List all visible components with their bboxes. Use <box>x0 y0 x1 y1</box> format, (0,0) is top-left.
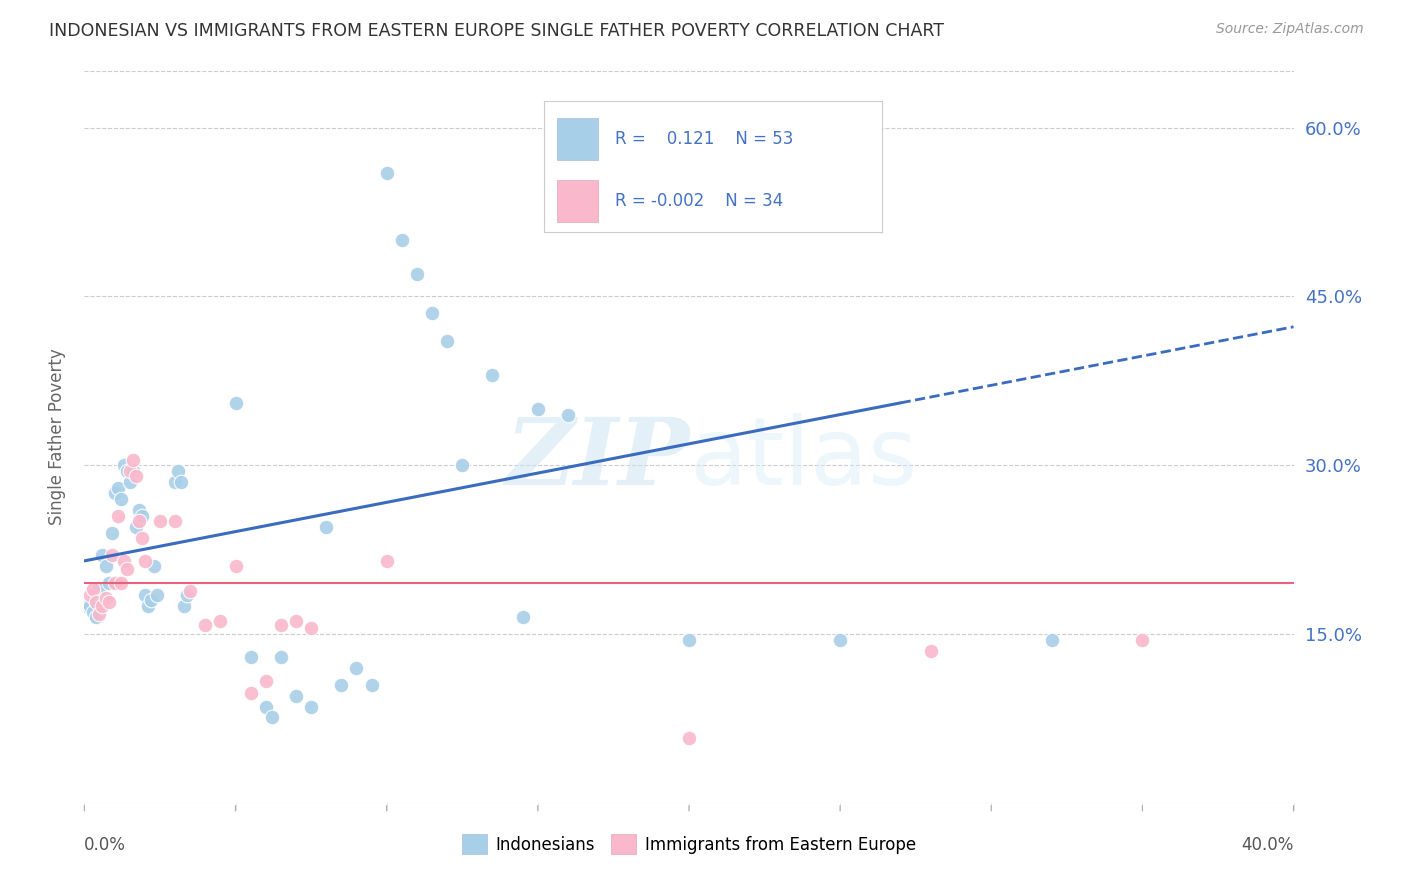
Point <box>270 649 292 664</box>
Point <box>76 599 98 613</box>
Point <box>136 599 159 613</box>
Point <box>146 588 169 602</box>
Point <box>239 649 262 664</box>
Point <box>299 621 322 635</box>
Point <box>134 588 156 602</box>
Point <box>79 588 101 602</box>
Text: atlas: atlas <box>689 413 917 505</box>
Point <box>125 469 148 483</box>
Point <box>209 614 232 628</box>
Point <box>128 515 150 529</box>
Point <box>678 632 700 647</box>
Point <box>270 618 292 632</box>
Point <box>91 599 114 613</box>
Point <box>451 458 474 473</box>
Point <box>391 233 413 247</box>
Point <box>920 644 942 658</box>
Point <box>165 475 187 489</box>
Point <box>104 486 127 500</box>
Point <box>82 582 104 596</box>
Point <box>86 610 108 624</box>
Point <box>115 464 138 478</box>
Point <box>176 588 198 602</box>
Point <box>100 525 122 540</box>
Point <box>110 576 132 591</box>
Point <box>1040 632 1063 647</box>
Point <box>165 515 187 529</box>
Point <box>360 678 382 692</box>
Point <box>115 562 138 576</box>
Point <box>107 481 129 495</box>
Point <box>406 267 429 281</box>
Text: 0.0%: 0.0% <box>84 836 127 854</box>
Point <box>112 458 135 473</box>
Point <box>82 605 104 619</box>
Point <box>239 685 262 699</box>
Y-axis label: Single Father Poverty: Single Father Poverty <box>48 349 66 525</box>
Point <box>112 554 135 568</box>
Point <box>194 618 217 632</box>
Point <box>436 334 458 349</box>
Point <box>225 396 247 410</box>
Text: INDONESIAN VS IMMIGRANTS FROM EASTERN EUROPE SINGLE FATHER POVERTY CORRELATION C: INDONESIAN VS IMMIGRANTS FROM EASTERN EU… <box>49 22 945 40</box>
Point <box>139 593 162 607</box>
Point <box>125 520 148 534</box>
Point <box>830 632 852 647</box>
Text: Source: ZipAtlas.com: Source: ZipAtlas.com <box>1216 22 1364 37</box>
Point <box>118 475 141 489</box>
Point <box>89 607 111 621</box>
Legend: Indonesians, Immigrants from Eastern Europe: Indonesians, Immigrants from Eastern Eur… <box>456 828 922 860</box>
Point <box>527 401 550 416</box>
Point <box>91 548 114 562</box>
Point <box>260 710 283 724</box>
Point <box>512 610 534 624</box>
Point <box>97 576 120 591</box>
Point <box>94 559 117 574</box>
Point <box>481 368 503 383</box>
Point <box>104 576 127 591</box>
Point <box>170 475 193 489</box>
Text: ZIP: ZIP <box>505 414 689 504</box>
Point <box>285 614 308 628</box>
Point <box>346 661 368 675</box>
Point <box>131 532 153 546</box>
Point <box>142 559 165 574</box>
Point <box>254 674 277 689</box>
Point <box>121 464 143 478</box>
Point <box>97 595 120 609</box>
Point <box>128 503 150 517</box>
Point <box>420 306 443 320</box>
Point <box>254 700 277 714</box>
Point <box>167 464 190 478</box>
Point <box>79 599 101 613</box>
Point <box>285 689 308 703</box>
Point <box>315 520 337 534</box>
Point <box>375 554 398 568</box>
Point <box>89 582 111 596</box>
Point <box>375 166 398 180</box>
Point <box>121 452 143 467</box>
Point <box>149 515 172 529</box>
Text: 40.0%: 40.0% <box>1241 836 1294 854</box>
Point <box>1130 632 1153 647</box>
Point <box>225 559 247 574</box>
Point <box>107 508 129 523</box>
Point <box>110 491 132 506</box>
Point <box>557 408 579 422</box>
Point <box>299 700 322 714</box>
Point <box>173 599 195 613</box>
Point <box>94 591 117 605</box>
Point <box>330 678 353 692</box>
Point <box>100 548 122 562</box>
Point <box>131 508 153 523</box>
Point <box>134 554 156 568</box>
Point <box>678 731 700 745</box>
Point <box>118 464 141 478</box>
Point <box>86 595 108 609</box>
Point <box>179 584 201 599</box>
